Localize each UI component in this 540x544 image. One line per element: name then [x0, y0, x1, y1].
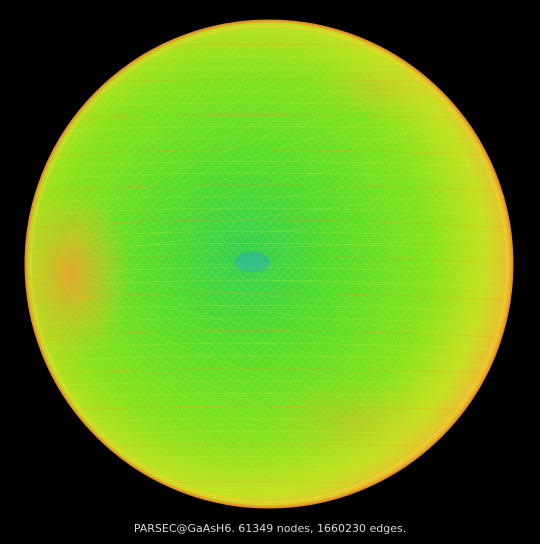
caption-text: PARSEC@GaAsH6. 61349 nodes, 1660230 edge… [133, 522, 407, 535]
sphere-body [24, 19, 514, 509]
sphere-graph-image [24, 19, 514, 509]
